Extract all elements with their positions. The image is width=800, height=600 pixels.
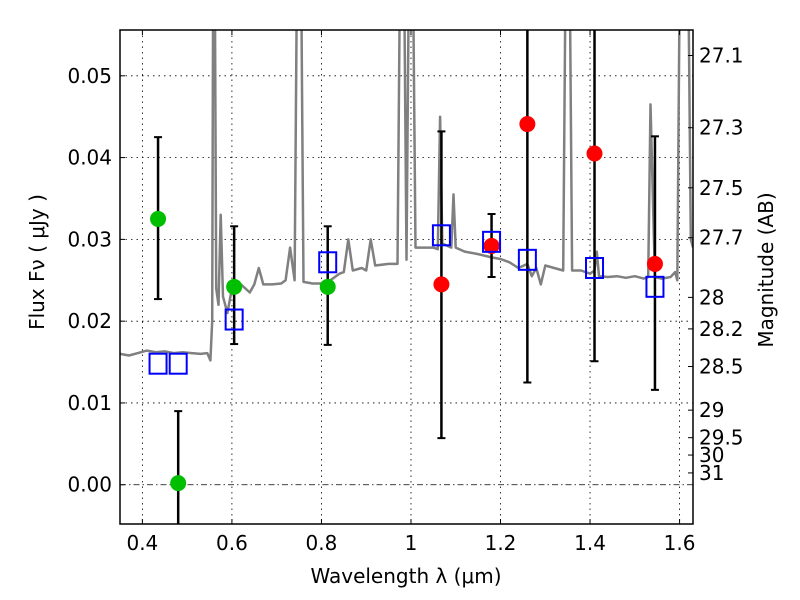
model-bandpass-square [224, 308, 244, 331]
right-tick-label: 29.5 [699, 426, 744, 450]
tick-labels: 0.4 0.6 0.8 1 1.2 1.4 1.6 0.00 0.01 0.02 0.03 0.04 0… [67, 44, 743, 555]
x-tick-label: 1.4 [574, 531, 606, 555]
x-tick-label: 1 [405, 531, 418, 555]
model-bandpass-square [517, 248, 537, 271]
plot-frame [119, 29, 694, 525]
model-bandpass-square [585, 257, 605, 280]
y-tick-label: 0.03 [67, 227, 112, 251]
x-tick-label: 0.8 [306, 531, 338, 555]
model-bandpass-square [482, 230, 502, 253]
red-photometry-point [519, 116, 536, 133]
red-photometry-point [483, 237, 500, 254]
green-photometry-point [226, 278, 243, 295]
x-axis-label: Wavelength λ (μm) [310, 564, 501, 588]
right-tick-label: 28.5 [699, 355, 744, 379]
right-tick-label: 27.5 [699, 176, 744, 200]
plot-area [120, 30, 693, 524]
spectrum-line [120, 30, 693, 362]
right-tick-label: 29 [699, 398, 724, 422]
model-bandpass-square [431, 224, 451, 247]
y-tick-label: 0.02 [67, 309, 112, 333]
y-tick-label: 0.05 [67, 64, 112, 88]
x-tick-label: 0.4 [126, 531, 158, 555]
red-photometry-point [433, 276, 450, 293]
x-tick-label: 1.6 [664, 531, 696, 555]
model-bandpass-square [318, 251, 338, 274]
y-tick-label: 0.01 [67, 391, 112, 415]
model-bandpass-square [148, 352, 168, 375]
green-photometry-point [170, 475, 187, 492]
model-bandpass-square [645, 275, 665, 298]
x-tick-label: 0.6 [216, 531, 248, 555]
red-photometry-point [646, 255, 663, 272]
x-tick-label: 1.2 [485, 531, 517, 555]
right-tick-label: 28 [699, 285, 724, 309]
y-tick-label: 0.00 [67, 473, 112, 497]
green-photometry-point [150, 210, 167, 227]
y-tick-label: 0.04 [67, 146, 112, 170]
right-tick-label: 27.7 [699, 226, 744, 250]
right-axis-label: Magnitude (AB) [754, 192, 778, 347]
right-tick-label: 31 [699, 461, 724, 485]
green-photometry-point [319, 278, 336, 295]
right-tick-label: 27.3 [699, 116, 744, 140]
model-bandpass-square [168, 352, 188, 375]
right-tick-label: 30 [699, 443, 724, 467]
red-photometry-point [586, 145, 603, 162]
axis-ticks [120, 30, 693, 524]
right-tick-label: 28.2 [699, 317, 744, 341]
right-tick-label: 27.1 [699, 44, 744, 68]
y-axis-label: Flux Fν ( μJy ) [25, 194, 49, 330]
